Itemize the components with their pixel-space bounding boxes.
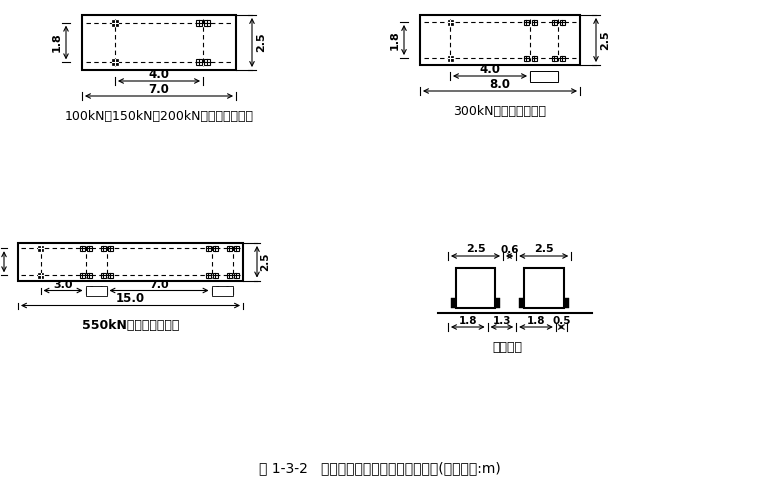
Bar xyxy=(420,15,580,65)
Bar xyxy=(519,298,524,308)
Text: 2.5: 2.5 xyxy=(534,244,553,254)
Text: 8.0: 8.0 xyxy=(489,77,511,90)
Text: 1.8: 1.8 xyxy=(390,30,400,50)
Text: 2.5: 2.5 xyxy=(466,244,486,254)
Bar xyxy=(552,55,556,60)
Text: 4.0: 4.0 xyxy=(148,68,169,81)
Text: 300kN汽车的平面尺寸: 300kN汽车的平面尺寸 xyxy=(454,104,546,118)
Bar xyxy=(100,246,106,251)
Bar xyxy=(85,285,106,295)
Bar xyxy=(524,268,563,308)
Text: 2.5: 2.5 xyxy=(256,33,266,52)
Text: 2.5: 2.5 xyxy=(260,253,270,271)
Bar xyxy=(531,55,537,60)
Bar xyxy=(531,19,537,24)
Text: 0.5: 0.5 xyxy=(552,316,571,326)
Bar xyxy=(559,55,565,60)
Bar xyxy=(196,59,202,65)
Text: 7.0: 7.0 xyxy=(149,279,169,290)
Text: 1.4: 1.4 xyxy=(535,71,553,81)
Text: 1.8: 1.8 xyxy=(458,316,477,326)
Bar xyxy=(456,268,496,308)
Bar xyxy=(204,20,210,26)
Bar xyxy=(524,19,528,24)
Bar xyxy=(112,20,118,26)
Bar xyxy=(213,273,217,278)
Bar xyxy=(80,273,84,278)
Text: 0.6: 0.6 xyxy=(500,245,519,255)
Bar xyxy=(448,55,452,60)
Bar xyxy=(559,19,565,24)
Text: 100kN、150kN、200kN汽车的平面尺寸: 100kN、150kN、200kN汽车的平面尺寸 xyxy=(65,109,254,122)
Bar xyxy=(87,273,91,278)
Text: 4.0: 4.0 xyxy=(480,63,501,75)
Bar xyxy=(226,273,232,278)
Bar xyxy=(82,15,236,70)
Text: 1.4: 1.4 xyxy=(214,286,230,295)
Bar xyxy=(87,246,91,251)
Text: 2.5: 2.5 xyxy=(600,30,610,50)
Bar xyxy=(233,273,239,278)
Bar xyxy=(38,246,43,251)
Text: 1.8: 1.8 xyxy=(527,316,545,326)
Bar xyxy=(205,273,211,278)
Bar xyxy=(448,19,452,24)
Text: 1.3: 1.3 xyxy=(492,316,511,326)
Bar xyxy=(107,246,112,251)
Bar xyxy=(552,19,556,24)
Bar xyxy=(496,298,500,308)
Bar xyxy=(18,243,243,280)
Bar xyxy=(211,285,233,295)
Text: 1.4: 1.4 xyxy=(88,286,104,295)
Text: 1.8: 1.8 xyxy=(52,33,62,52)
Bar xyxy=(233,246,239,251)
Bar xyxy=(451,298,456,308)
Text: 3.0: 3.0 xyxy=(53,279,73,290)
Bar xyxy=(530,70,558,82)
Bar xyxy=(80,246,84,251)
Bar xyxy=(204,59,210,65)
Bar xyxy=(524,55,528,60)
Text: 横向布置: 横向布置 xyxy=(492,341,522,353)
Bar xyxy=(112,59,118,65)
Text: 550kN汽车的平面尺寸: 550kN汽车的平面尺寸 xyxy=(82,319,179,332)
Bar xyxy=(100,273,106,278)
Text: 图 1-3-2   各级汽车的平面尺寸和横向布置(尺寸单位:m): 图 1-3-2 各级汽车的平面尺寸和横向布置(尺寸单位:m) xyxy=(259,461,501,475)
Bar xyxy=(226,246,232,251)
Bar xyxy=(563,298,568,308)
Bar xyxy=(205,246,211,251)
Text: 1.8: 1.8 xyxy=(0,253,1,271)
Text: 7.0: 7.0 xyxy=(148,83,169,96)
Bar xyxy=(107,273,112,278)
Bar xyxy=(213,246,217,251)
Bar xyxy=(38,273,43,278)
Bar xyxy=(196,20,202,26)
Text: 15.0: 15.0 xyxy=(116,292,145,305)
